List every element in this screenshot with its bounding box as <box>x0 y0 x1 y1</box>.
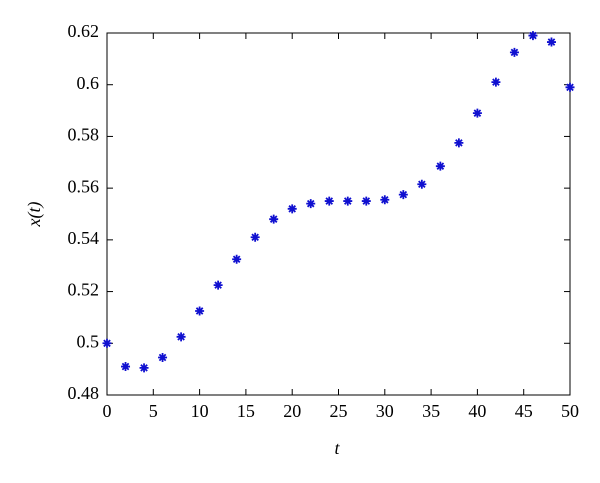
point <box>491 77 501 87</box>
point <box>232 254 242 264</box>
y-tick-label: 0.5 <box>77 331 100 351</box>
point <box>269 214 279 224</box>
x-tick-label: 25 <box>330 401 348 421</box>
y-tick-label: 0.56 <box>68 176 100 196</box>
x-tick-label: 40 <box>468 401 486 421</box>
x-tick-label: 35 <box>422 401 440 421</box>
point <box>195 306 205 316</box>
x-tick-label: 15 <box>237 401 255 421</box>
plot-frame <box>106 32 571 396</box>
x-tick-label: 45 <box>515 401 533 421</box>
x-axis-label: t <box>334 438 340 458</box>
point <box>528 31 538 41</box>
point <box>546 37 556 47</box>
point <box>213 280 223 290</box>
y-tick-label: 0.6 <box>77 73 100 93</box>
point <box>361 196 371 206</box>
point <box>324 196 334 206</box>
point <box>398 190 408 200</box>
point <box>250 232 260 242</box>
point <box>139 363 149 373</box>
y-axis-label: x(t) <box>24 202 45 228</box>
point <box>509 47 519 57</box>
point <box>565 82 575 92</box>
point <box>102 338 112 348</box>
x-tick-label: 10 <box>191 401 209 421</box>
y-tick-label: 0.58 <box>68 125 100 145</box>
x-tick-label: 30 <box>376 401 394 421</box>
point <box>454 138 464 148</box>
point <box>287 204 297 214</box>
y-tick-label: 0.62 <box>68 21 100 41</box>
point <box>380 195 390 205</box>
point <box>343 196 353 206</box>
point <box>306 199 316 209</box>
x-tick-label: 50 <box>561 401 579 421</box>
y-tick-label: 0.54 <box>68 228 100 248</box>
x-tick-label: 0 <box>103 401 112 421</box>
y-tick-label: 0.48 <box>68 383 100 403</box>
point <box>158 353 168 363</box>
point <box>121 362 131 372</box>
x-tick-label: 20 <box>283 401 301 421</box>
point <box>417 179 427 189</box>
x-tick-label: 5 <box>149 401 158 421</box>
point <box>435 161 445 171</box>
y-tick-label: 0.52 <box>68 280 100 300</box>
point <box>472 108 482 118</box>
point <box>176 332 186 342</box>
